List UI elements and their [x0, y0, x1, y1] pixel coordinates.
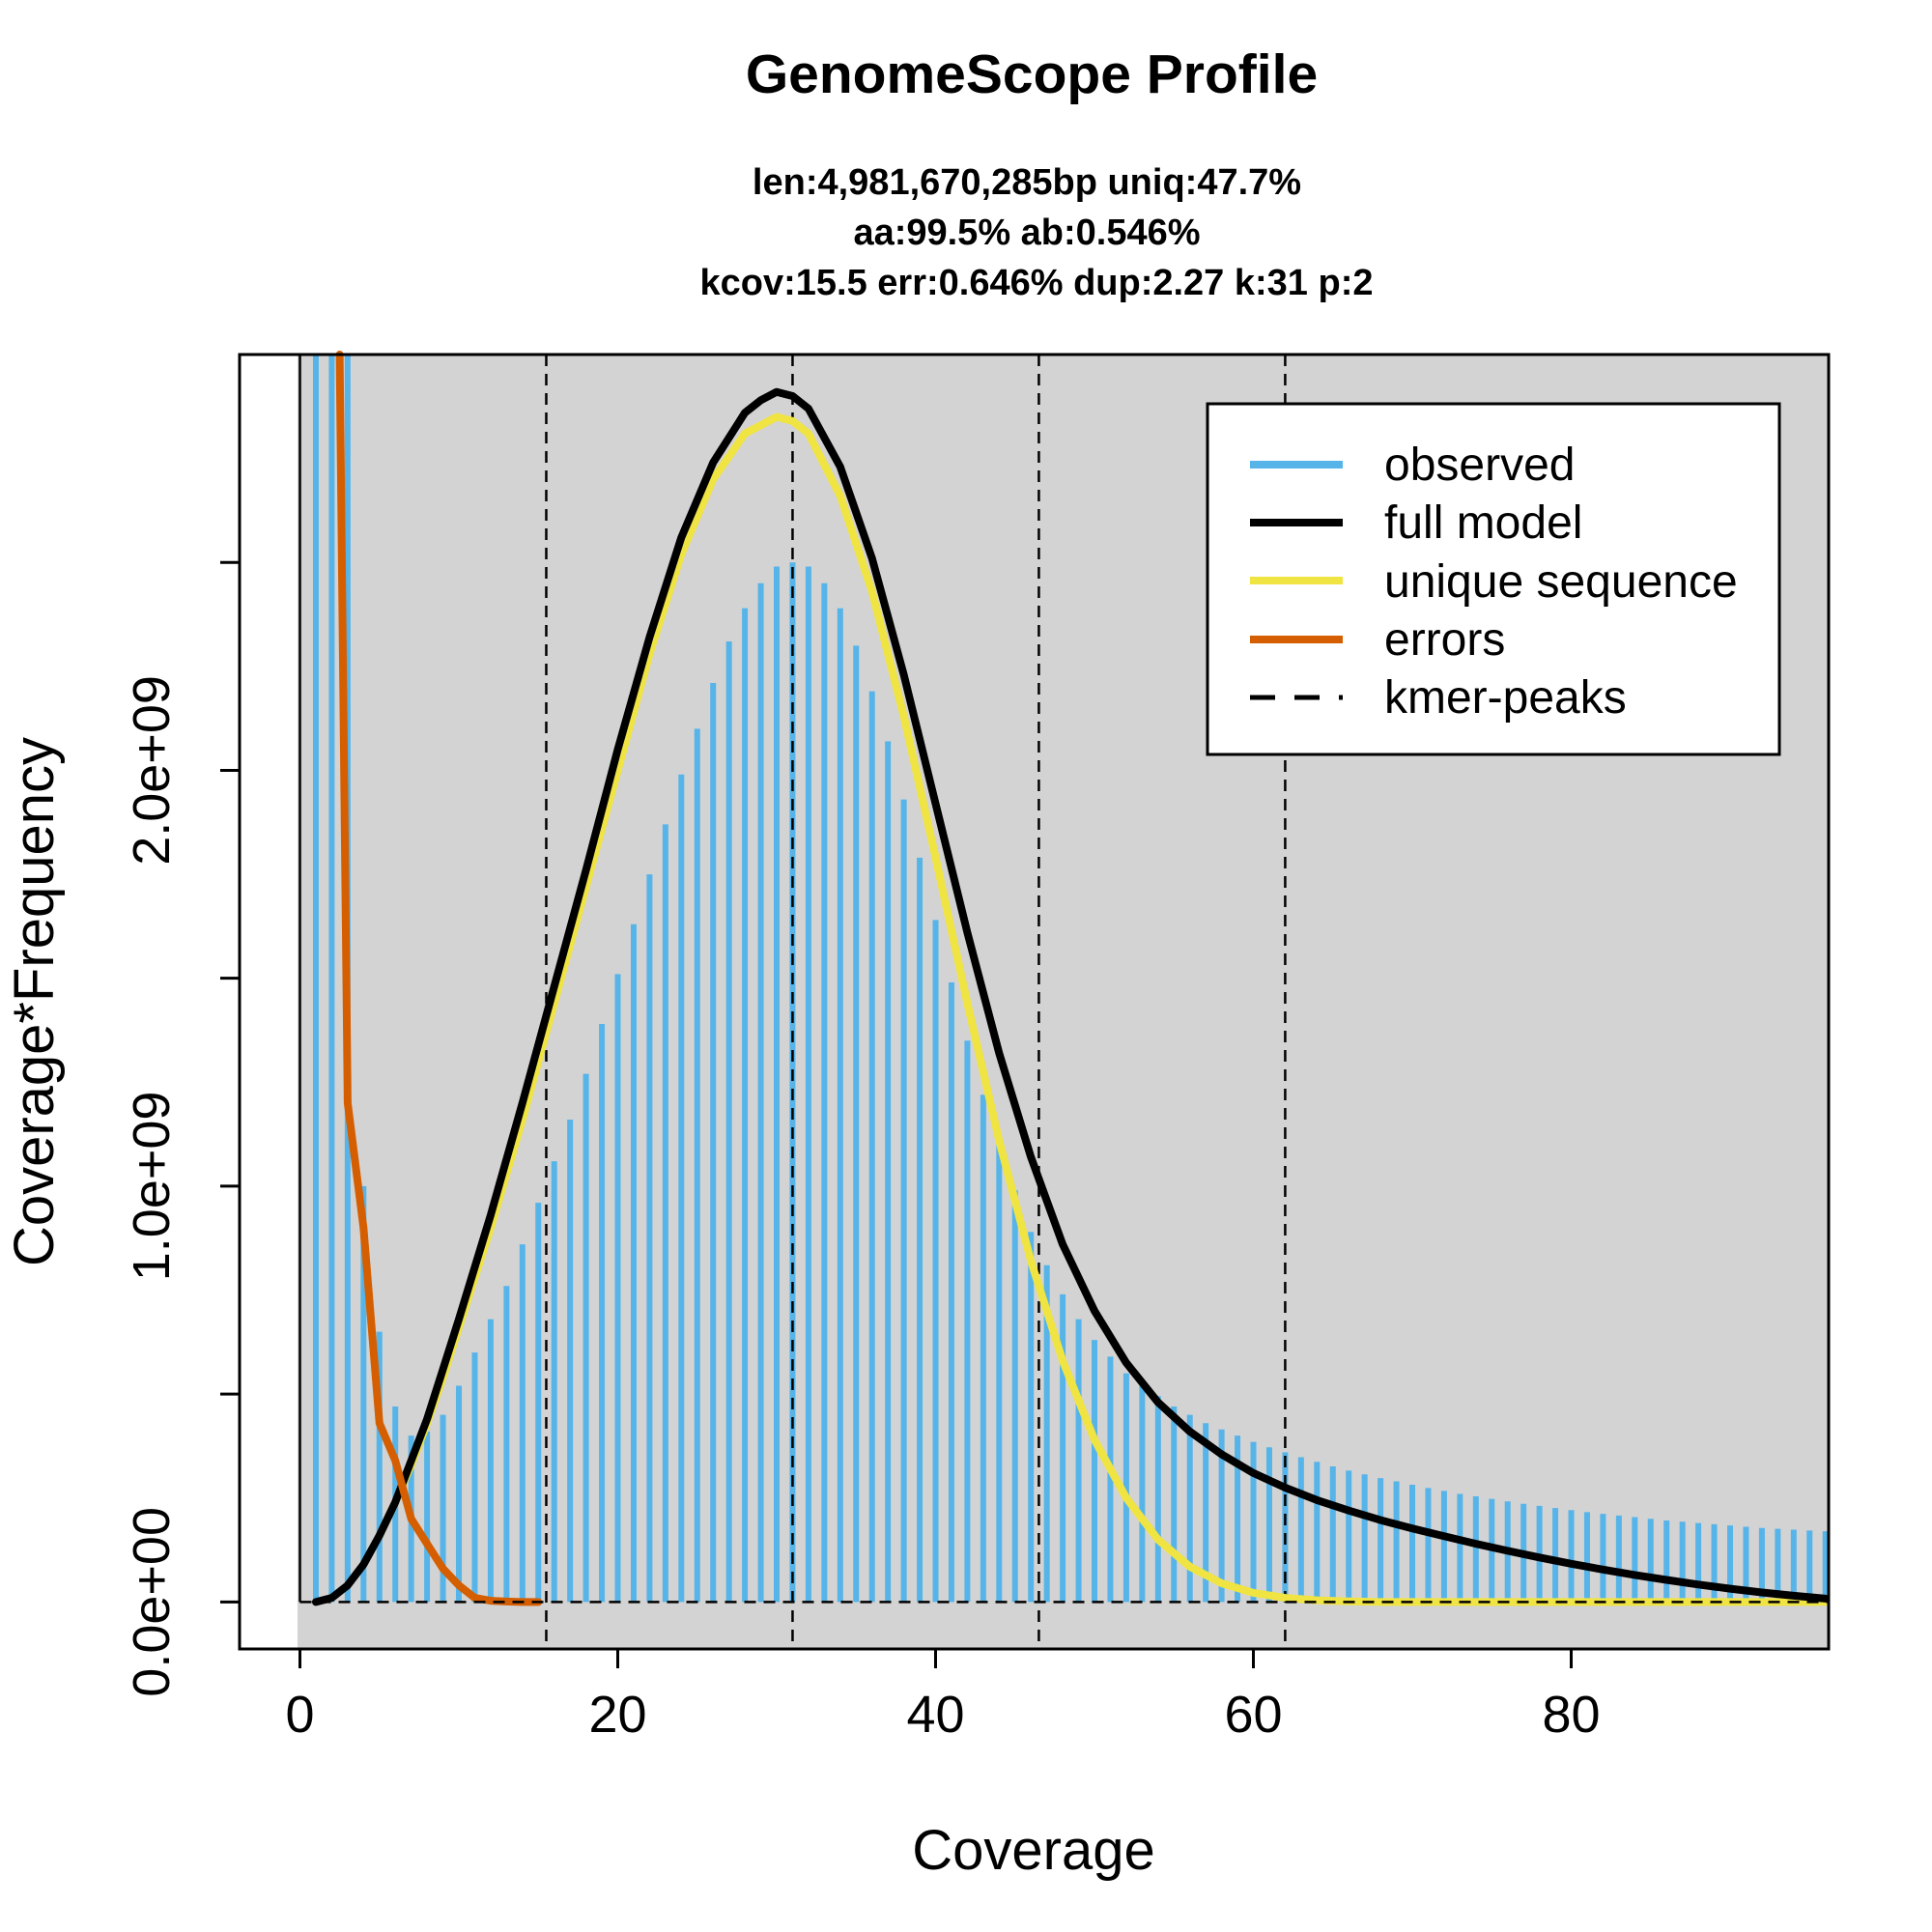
legend-label-kmer-peaks: kmer-peaks [1384, 672, 1627, 724]
y-tick-label: 0.0e+00 [123, 1507, 181, 1697]
legend: observed full model unique sequence erro… [1206, 402, 1781, 756]
observed-bars [312, 355, 1829, 1603]
chart-title: GenomeScope Profile [746, 43, 1318, 105]
chart-titles: GenomeScope Profile len:4,981,670,285bp … [699, 43, 1373, 303]
chart-subtitle-line-1: len:4,981,670,285bp uniq:47.7% [753, 162, 1301, 203]
x-tick-label: 60 [1224, 1686, 1282, 1744]
y-axis: 0.0e+00 1.0e+09 2.0e+09 [123, 560, 240, 1697]
plot-left-white-margin [240, 355, 298, 1649]
chart-subtitle-line-2: aa:99.5% ab:0.546% [853, 213, 1200, 253]
legend-label-observed: observed [1384, 440, 1575, 491]
legend-label-errors: errors [1384, 614, 1505, 666]
y-tick-label: 1.0e+09 [123, 1092, 181, 1282]
series-line-unique-sequence [375, 412, 1830, 1606]
x-tick-label: 0 [285, 1686, 314, 1744]
y-tick-label: 2.0e+09 [123, 675, 181, 866]
x-axis-label: Coverage [912, 1819, 1154, 1882]
plot-frame [238, 353, 1831, 1651]
x-tick-label: 80 [1542, 1686, 1600, 1744]
x-axis: 0 20 40 60 80 [285, 1649, 1601, 1744]
y-axis-label: Coverage*Frequency [3, 737, 66, 1266]
chart-subtitle-line-3: kcov:15.5 err:0.646% dup:2.27 k:31 p:2 [699, 263, 1373, 303]
x-tick-label: 40 [906, 1686, 964, 1744]
legend-label-unique-sequence: unique sequence [1384, 556, 1738, 608]
x-tick-label: 20 [588, 1686, 646, 1744]
series-line-full-model [312, 387, 1830, 1606]
legend-label-full-model: full model [1384, 497, 1582, 549]
